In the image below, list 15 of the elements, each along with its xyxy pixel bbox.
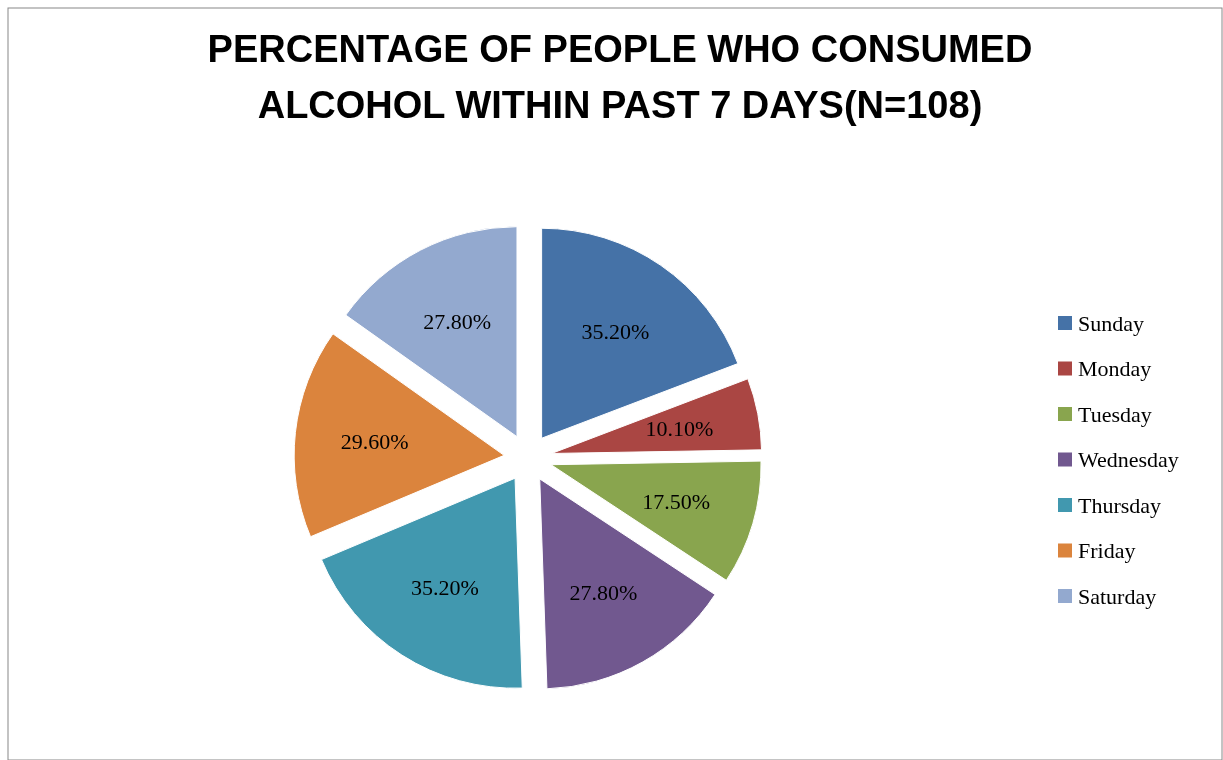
data-label: 29.60%: [340, 428, 409, 454]
data-label: 17.50%: [642, 488, 710, 514]
data-label: 35.20%: [581, 318, 650, 344]
legend-label: Sunday: [1078, 310, 1144, 336]
data-label: 27.80%: [423, 308, 492, 334]
data-label: 27.80%: [569, 580, 638, 605]
chart-title: PERCENTAGE OF PEOPLE WHO CONSUMED ALCOHOL WITHIN PAST 7 DAYS(N=108): [207, 28, 1033, 126]
data-label: 10.10%: [645, 416, 714, 442]
legend-label: Monday: [1078, 356, 1152, 381]
data-label: 35.20%: [410, 575, 479, 601]
legend-label: Wednesday: [1078, 447, 1179, 472]
legend-label: Tuesday: [1078, 401, 1152, 427]
legend-label: Thursday: [1078, 492, 1162, 518]
legend-label: Friday: [1078, 538, 1136, 563]
legend-label: Saturday: [1078, 583, 1157, 609]
